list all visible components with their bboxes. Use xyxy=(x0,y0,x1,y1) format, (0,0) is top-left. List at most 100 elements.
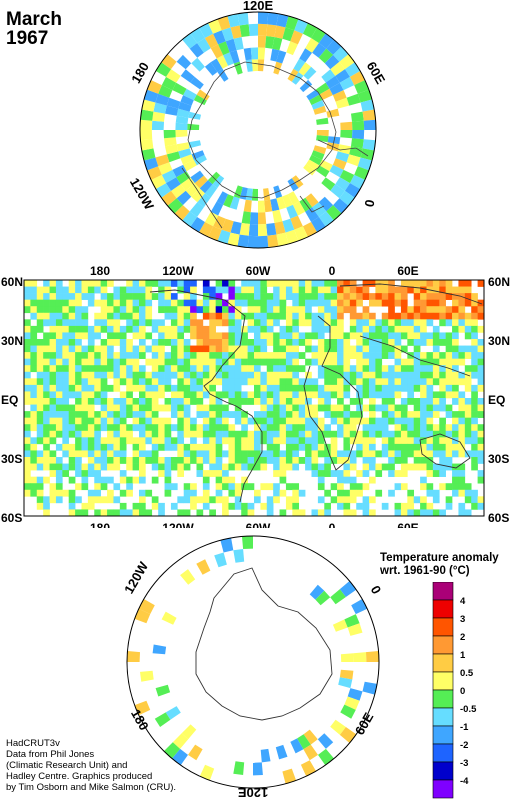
world-map-cell xyxy=(426,391,434,399)
north-polar-cell xyxy=(282,27,295,42)
world-map-cell xyxy=(420,332,427,340)
world-map-cell xyxy=(62,430,70,438)
north-polar-cell xyxy=(345,183,361,198)
world-map-cell xyxy=(100,352,108,359)
world-map-cell xyxy=(43,437,50,445)
world-map-cell xyxy=(305,398,312,405)
world-map-cell xyxy=(381,365,389,373)
world-map-cell xyxy=(164,365,172,373)
world-map-cell xyxy=(43,358,50,366)
world-map-cell xyxy=(215,470,223,477)
world-map-cell xyxy=(439,384,446,392)
world-map-cell xyxy=(68,457,76,464)
world-map-cell xyxy=(254,293,261,300)
world-map-cell xyxy=(107,411,114,418)
world-map-cell xyxy=(445,496,453,504)
north-polar-cell xyxy=(349,146,363,158)
world-map-cell xyxy=(190,430,197,438)
world-map-cell xyxy=(202,502,210,510)
north-polar-cell xyxy=(171,184,186,199)
world-map-cell xyxy=(183,391,191,399)
world-map-cell xyxy=(356,345,363,353)
world-map-cell xyxy=(164,463,172,471)
world-map-cell xyxy=(445,371,453,379)
world-map-cell xyxy=(266,417,274,425)
legend-color-box xyxy=(432,653,454,673)
world-map-cell xyxy=(119,404,127,412)
world-map-cell xyxy=(24,286,31,294)
world-map-cell xyxy=(170,365,178,373)
south-polar-cell xyxy=(282,768,297,784)
world-map-cell xyxy=(151,450,159,458)
south-polar-cell xyxy=(332,619,348,632)
north-polar-cell xyxy=(164,137,177,147)
north-polar-cell xyxy=(183,159,197,172)
world-map-cell xyxy=(30,398,38,405)
world-map-cell xyxy=(400,332,408,340)
world-map-cell xyxy=(119,358,127,366)
world-map-cell xyxy=(426,509,434,517)
world-map-cell xyxy=(202,332,210,340)
south-polar-cell xyxy=(309,584,325,600)
world-map-cell xyxy=(132,293,140,300)
north-polar-cell xyxy=(229,50,240,64)
world-map-cell xyxy=(445,404,453,412)
world-map-cell xyxy=(337,404,344,412)
world-map-cell xyxy=(292,299,300,307)
world-map-cell xyxy=(317,450,325,458)
world-map-cell xyxy=(285,430,293,438)
world-map-cell xyxy=(381,404,389,412)
world-map-cell xyxy=(228,378,236,386)
world-map-cell xyxy=(202,358,210,366)
world-map-cell xyxy=(356,319,363,327)
world-map-cell xyxy=(362,463,370,471)
credits: HadCRUT3v Data from Phil Jones (Climatic… xyxy=(6,738,176,793)
world-map-cell xyxy=(196,424,204,432)
world-map-cell xyxy=(362,293,370,300)
world-map-cell xyxy=(458,358,466,366)
world-map-cell xyxy=(388,286,395,294)
world-map-cell xyxy=(113,437,121,445)
world-map-cell xyxy=(407,417,415,425)
world-map-cell xyxy=(202,325,210,333)
world-map-cell xyxy=(132,286,140,294)
world-map-cell xyxy=(209,398,216,405)
world-map-cell xyxy=(407,443,415,451)
world-map-cell xyxy=(445,483,453,491)
world-map-cell xyxy=(311,312,319,320)
world-map-cell xyxy=(266,496,274,504)
world-map-cell xyxy=(458,489,466,497)
world-map-cell xyxy=(241,293,248,300)
world-map-cell xyxy=(330,339,338,346)
world-map-cell xyxy=(343,489,351,497)
world-map-cell xyxy=(400,430,408,438)
north-polar-cell xyxy=(204,62,218,76)
world-map-cell xyxy=(215,411,223,418)
world-map-cell xyxy=(113,463,121,471)
world-map-cell xyxy=(260,299,268,307)
world-map-cell xyxy=(139,443,146,451)
north-polar-cell xyxy=(305,207,319,222)
world-map-cell xyxy=(36,339,44,346)
world-map-cell xyxy=(445,339,453,346)
world-map-cell xyxy=(362,365,370,373)
world-map-cell xyxy=(222,339,229,346)
world-map-cell xyxy=(68,417,76,425)
world-map-cell xyxy=(247,437,255,445)
world-map-cell xyxy=(202,470,210,477)
legend-tick-label: 2 xyxy=(460,632,465,643)
world-map-cell xyxy=(477,430,485,438)
world-map-top-label: 0 xyxy=(329,264,336,278)
world-map-cell xyxy=(94,325,101,333)
world-map-cell xyxy=(349,352,357,359)
south-polar-cell xyxy=(134,608,151,624)
world-map-cell xyxy=(75,398,82,405)
world-map-cell xyxy=(273,398,280,405)
world-map-cell xyxy=(285,404,293,412)
world-map-cell xyxy=(87,332,95,340)
world-map-cell xyxy=(209,352,216,359)
world-map-cell xyxy=(369,404,376,412)
world-map-cell xyxy=(273,371,280,379)
world-map-cell xyxy=(87,463,95,471)
world-map-cell xyxy=(458,325,466,333)
